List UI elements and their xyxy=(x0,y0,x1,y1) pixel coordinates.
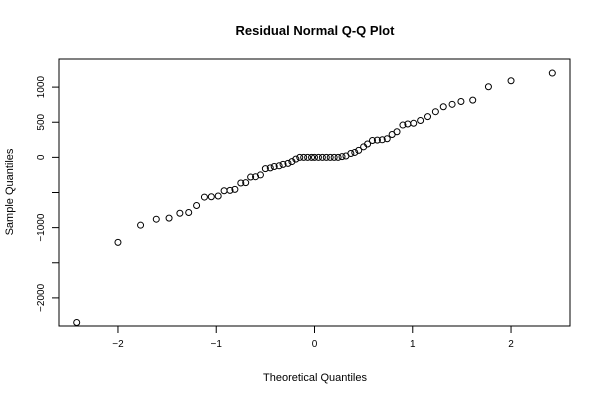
x-tick-label: 1 xyxy=(410,339,416,350)
y-tick-label: 1000 xyxy=(36,76,47,99)
data-points xyxy=(73,69,556,326)
data-point xyxy=(548,69,556,77)
x-tick-label: −1 xyxy=(211,339,223,350)
data-point xyxy=(431,108,439,116)
data-point xyxy=(292,155,300,163)
y-axis-label: Sample Quantiles xyxy=(4,148,16,235)
data-point xyxy=(364,140,372,148)
data-point xyxy=(266,164,274,172)
data-point xyxy=(165,214,173,222)
data-point xyxy=(314,153,322,161)
data-point xyxy=(231,185,239,193)
data-point xyxy=(330,153,338,161)
data-point xyxy=(378,136,386,144)
data-point xyxy=(279,160,287,168)
data-point xyxy=(393,128,401,136)
data-point xyxy=(311,153,318,161)
x-axis-label: Theoretical Quantiles xyxy=(263,372,367,384)
data-point xyxy=(296,153,304,161)
data-point xyxy=(326,153,334,161)
data-point xyxy=(347,150,355,158)
data-point xyxy=(424,113,432,121)
data-point xyxy=(334,153,342,161)
data-point xyxy=(261,165,269,173)
data-point xyxy=(256,171,264,179)
data-point xyxy=(247,173,255,181)
data-point xyxy=(242,179,250,187)
data-point xyxy=(351,148,359,156)
data-point xyxy=(304,153,312,161)
data-point xyxy=(207,193,215,201)
data-point xyxy=(270,163,278,171)
data-point xyxy=(457,98,465,106)
data-point xyxy=(448,100,456,108)
data-point xyxy=(308,153,316,161)
data-point xyxy=(137,221,145,229)
chart-title: Residual Normal Q-Q Plot xyxy=(236,23,396,38)
x-tick-label: −2 xyxy=(112,339,124,350)
data-point xyxy=(484,83,492,91)
data-point xyxy=(284,159,292,167)
data-point xyxy=(300,153,308,161)
data-point xyxy=(193,201,201,209)
data-point xyxy=(383,135,391,143)
data-point xyxy=(252,173,260,181)
data-point xyxy=(200,193,208,201)
data-point xyxy=(73,318,81,326)
data-point xyxy=(275,162,283,170)
x-tick-label: 2 xyxy=(508,339,514,350)
data-point xyxy=(114,238,122,246)
data-point xyxy=(176,209,184,217)
y-tick-label: −1000 xyxy=(36,213,47,242)
data-point xyxy=(226,186,234,194)
y-tick-label: 500 xyxy=(36,113,47,130)
y-axis: −2000 −1000 0 500 1000 xyxy=(36,76,59,312)
data-point xyxy=(373,136,381,144)
data-point xyxy=(338,153,346,161)
data-point xyxy=(410,119,418,127)
data-point xyxy=(368,137,376,145)
data-point xyxy=(185,209,193,217)
data-point xyxy=(214,192,222,200)
data-point xyxy=(318,153,326,161)
data-point xyxy=(439,103,447,111)
data-point xyxy=(417,116,425,124)
plot-frame xyxy=(58,58,571,327)
data-point xyxy=(237,179,245,187)
data-point xyxy=(152,215,160,223)
data-point xyxy=(322,153,330,161)
x-tick-label: 0 xyxy=(312,339,318,350)
data-point xyxy=(507,77,515,85)
data-point xyxy=(355,146,363,154)
data-point xyxy=(399,121,407,129)
data-point xyxy=(469,96,477,104)
data-point xyxy=(220,187,228,195)
x-axis: −2 −1 0 1 2 xyxy=(112,326,514,350)
y-tick-label: 0 xyxy=(36,154,47,160)
y-tick-label: −2000 xyxy=(36,283,47,312)
